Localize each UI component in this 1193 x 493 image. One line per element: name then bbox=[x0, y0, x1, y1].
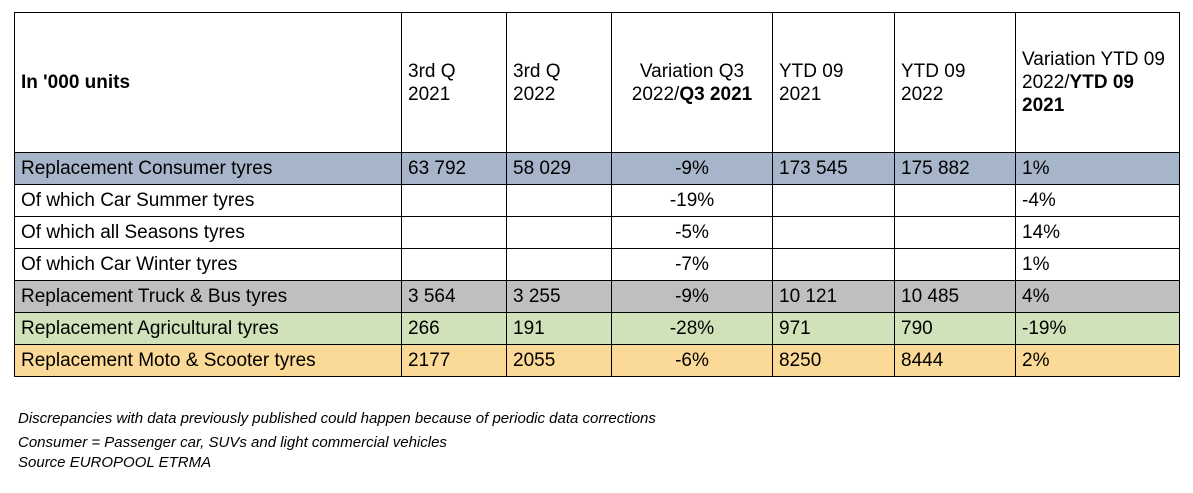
cell-variation-ytd: -4% bbox=[1015, 184, 1180, 217]
tyre-sales-table-container: In '000 units 3rd Q 2021 3rd Q 2022 Vari… bbox=[14, 12, 1180, 377]
cell-variation-q3: -7% bbox=[611, 248, 773, 281]
cell-variation-ytd: -19% bbox=[1015, 312, 1180, 345]
table-row: Of which Car Winter tyres -7% 1% bbox=[14, 248, 1180, 281]
cell-q3-2022: 58 029 bbox=[506, 152, 612, 185]
table-row: Replacement Agricultural tyres 266 191 -28%… bbox=[14, 312, 1180, 345]
cell-q3-2022: 191 bbox=[506, 312, 612, 345]
cell-q3-2021 bbox=[401, 184, 507, 217]
cell-ytd-2022: 175 882 bbox=[894, 152, 1016, 185]
cell-ytd-2022 bbox=[894, 248, 1016, 281]
table-row: Of which Car Summer tyres -19% -4% bbox=[14, 184, 1180, 217]
cell-ytd-2022 bbox=[894, 184, 1016, 217]
cell-q3-2021: 266 bbox=[401, 312, 507, 345]
row-label: Replacement Truck & Bus tyres bbox=[14, 280, 402, 313]
cell-q3-2021: 2177 bbox=[401, 344, 507, 377]
header-ytd-2022: YTD 09 2022 bbox=[894, 12, 1016, 153]
table-row: Replacement Consumer tyres 63 792 58 029 -9… bbox=[14, 152, 1180, 185]
table-row: Replacement Truck & Bus tyres 3 564 3 255-… bbox=[14, 280, 1180, 313]
cell-ytd-2021: 173 545 bbox=[772, 152, 895, 185]
table-row: Of which all Seasons tyres -5% 14% bbox=[14, 216, 1180, 249]
note-discrepancies: Discrepancies with data previously publi… bbox=[18, 410, 656, 427]
cell-q3-2022 bbox=[506, 216, 612, 249]
cell-variation-q3: -9% bbox=[611, 280, 773, 313]
cell-q3-2021 bbox=[401, 216, 507, 249]
cell-variation-q3: -6% bbox=[611, 344, 773, 377]
cell-ytd-2021: 971 bbox=[772, 312, 895, 345]
cell-ytd-2021: 10 121 bbox=[772, 280, 895, 313]
cell-q3-2022 bbox=[506, 184, 612, 217]
row-label: Replacement Agricultural tyres bbox=[14, 312, 402, 345]
cell-variation-q3: -28% bbox=[611, 312, 773, 345]
cell-variation-ytd: 14% bbox=[1015, 216, 1180, 249]
cell-ytd-2022 bbox=[894, 216, 1016, 249]
cell-ytd-2021: 8250 bbox=[772, 344, 895, 377]
cell-q3-2022 bbox=[506, 248, 612, 281]
cell-ytd-2022: 10 485 bbox=[894, 280, 1016, 313]
row-label: Replacement Consumer tyres bbox=[14, 152, 402, 185]
cell-q3-2022: 3 255 bbox=[506, 280, 612, 313]
cell-ytd-2021 bbox=[772, 248, 895, 281]
cell-variation-q3: -19% bbox=[611, 184, 773, 217]
cell-variation-ytd: 1% bbox=[1015, 152, 1180, 185]
row-label: Of which Car Summer tyres bbox=[14, 184, 402, 217]
cell-variation-ytd: 1% bbox=[1015, 248, 1180, 281]
row-label: Replacement Moto & Scooter tyres bbox=[14, 344, 402, 377]
cell-ytd-2022: 8444 bbox=[894, 344, 1016, 377]
note-consumer: Consumer = Passenger car, SUVs and light… bbox=[18, 434, 447, 451]
cell-variation-q3: -5% bbox=[611, 216, 773, 249]
table-notes: Discrepancies with data previously publi… bbox=[18, 409, 656, 473]
cell-variation-ytd: 2% bbox=[1015, 344, 1180, 377]
cell-ytd-2021 bbox=[772, 216, 895, 249]
cell-q3-2021: 63 792 bbox=[401, 152, 507, 185]
row-label: Of which all Seasons tyres bbox=[14, 216, 402, 249]
cell-q3-2022: 2055 bbox=[506, 344, 612, 377]
header-variation-q3-bold: Q3 2021 bbox=[679, 83, 753, 105]
table-row: Replacement Moto & Scooter tyres 2177 2055… bbox=[14, 344, 1180, 377]
header-variation-ytd-bold: YTD 09 2021 bbox=[1022, 72, 1134, 116]
cell-variation-q3: -9% bbox=[611, 152, 773, 185]
header-q3-2021: 3rd Q 2021 bbox=[401, 12, 507, 153]
row-label: Of which Car Winter tyres bbox=[14, 248, 402, 281]
cell-variation-ytd: 4% bbox=[1015, 280, 1180, 313]
tyre-sales-table: In '000 units 3rd Q 2021 3rd Q 2022 Vari… bbox=[14, 12, 1180, 377]
header-variation-q3-prefix: Variation Q3 2022/ bbox=[631, 60, 745, 105]
cell-q3-2021 bbox=[401, 248, 507, 281]
header-variation-ytd: Variation YTD 09 2022/YTD 09 2021 bbox=[1015, 12, 1180, 153]
cell-ytd-2021 bbox=[772, 184, 895, 217]
header-row: In '000 units 3rd Q 2021 3rd Q 2022 Vari… bbox=[14, 12, 1180, 153]
cell-ytd-2022: 790 bbox=[894, 312, 1016, 345]
header-variation-ytd-prefix: Variation YTD 09 2022/ bbox=[1022, 49, 1165, 93]
header-units: In '000 units bbox=[14, 12, 402, 153]
header-ytd-2021: YTD 09 2021 bbox=[772, 12, 895, 153]
note-source: Source EUROPOOL ETRMA bbox=[18, 454, 212, 471]
cell-q3-2021: 3 564 bbox=[401, 280, 507, 313]
header-q3-2022: 3rd Q 2022 bbox=[506, 12, 612, 153]
header-variation-q3: Variation Q3 2022/Q3 2021 bbox=[611, 12, 773, 153]
